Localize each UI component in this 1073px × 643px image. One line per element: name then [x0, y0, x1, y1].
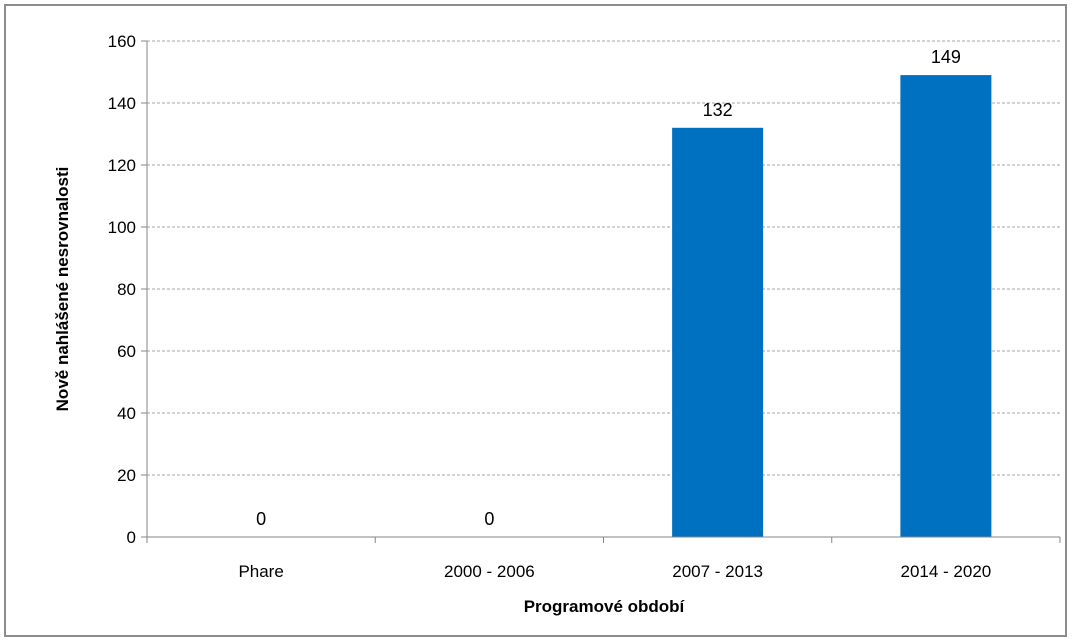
y-tick-label: 120	[108, 156, 136, 175]
x-tick-label: 2007 - 2013	[672, 562, 763, 581]
bar	[900, 75, 992, 537]
labels: 0 20 40 60 80 100 120 140 160 Phare 0 2000 - 2006 0 2…	[108, 32, 992, 581]
x-tick-label: 2014 - 2020	[901, 562, 992, 581]
y-tick-label: 20	[117, 466, 136, 485]
data-label: 149	[931, 47, 961, 67]
y-tick-label: 40	[117, 404, 136, 423]
x-axis-title: Programové období	[524, 597, 686, 616]
data-label: 0	[256, 509, 266, 529]
y-tick-label: 60	[117, 342, 136, 361]
y-tick-label: 80	[117, 280, 136, 299]
bar	[672, 127, 764, 538]
data-label: 0	[484, 509, 494, 529]
data-label: 132	[703, 100, 733, 120]
x-tick-label: 2000 - 2006	[444, 562, 535, 581]
y-tick-label: 140	[108, 94, 136, 113]
bars	[672, 75, 992, 538]
axes	[141, 40, 1061, 543]
chart-frame	[4, 4, 1067, 637]
x-tick-label: Phare	[238, 562, 283, 581]
y-axis-title: Nově nahlášené nesrovnalosti	[53, 167, 72, 412]
y-tick-label: 0	[127, 528, 136, 547]
y-tick-label: 100	[108, 218, 136, 237]
y-tick-label: 160	[108, 32, 136, 51]
